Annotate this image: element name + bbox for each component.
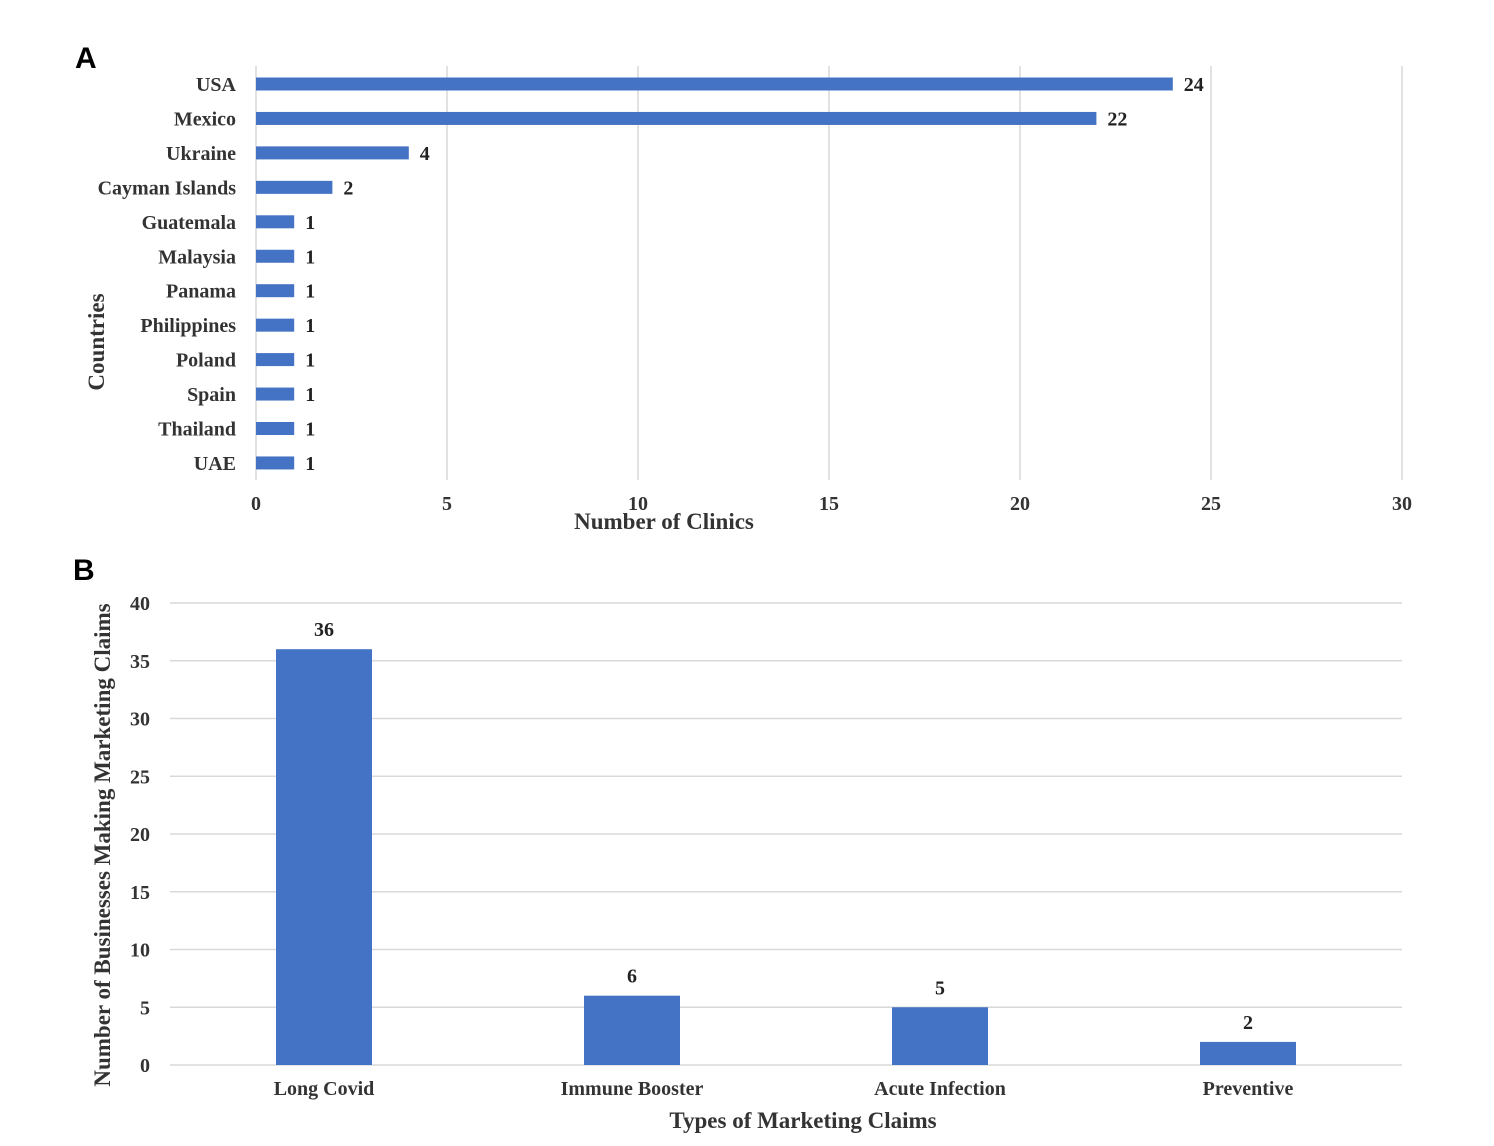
panel-a-category-label: Mexico	[174, 108, 236, 130]
panel-b-letter: B	[73, 554, 95, 587]
panel-a-bar	[256, 353, 295, 367]
panel-a-x-tick-label: 5	[442, 493, 452, 515]
panel-a-data-label: 22	[1107, 108, 1127, 130]
panel-b-y-tick-label: 10	[130, 940, 150, 962]
panel-b-y-tick-label: 20	[130, 824, 150, 846]
panel-a-category-label: Guatemala	[142, 212, 236, 234]
panel-b-y-tick-label: 35	[130, 651, 150, 673]
panel-a-bar	[256, 77, 1173, 91]
panel-a-data-label: 1	[305, 419, 315, 441]
panel-b-y-tick-label: 25	[130, 766, 150, 788]
panel-b-bar	[584, 995, 680, 1065]
panel-a-bar	[256, 422, 295, 435]
panel-a-chart: A 24 22 4 2 1 1 1 1 1 1 1 1 USA Mexico Ukraine Cayman …	[75, 42, 1412, 534]
panel-a-data-label: 4	[420, 143, 430, 165]
panel-a-data-label: 1	[305, 453, 315, 475]
panel-b-data-label: 6	[627, 966, 637, 988]
panel-b-x-axis-title: Types of Marketing Claims	[669, 1108, 936, 1133]
panel-a-category-label: Ukraine	[166, 143, 236, 165]
panel-a-bar	[256, 249, 295, 263]
panel-b-data-label: 2	[1243, 1012, 1253, 1034]
panel-a-data-labels: 24 22 4 2 1 1 1 1 1 1 1 1	[305, 74, 1204, 475]
panel-a-category-label: Poland	[176, 350, 236, 372]
panel-b-chart: B 36 6 5 2 Long Covid Immune Booster Acute In…	[73, 554, 1402, 1133]
panel-a-bar	[256, 284, 295, 298]
panel-a-data-label: 1	[305, 212, 315, 234]
panel-a-data-label: 2	[343, 177, 353, 199]
panel-a-bars	[256, 77, 1173, 470]
panel-a-category-label: Spain	[187, 384, 236, 406]
panel-a-data-label: 1	[305, 315, 315, 337]
panel-a-gridlines	[255, 66, 1403, 480]
panel-a-letter: A	[75, 42, 97, 75]
panel-a-x-tick-label: 0	[251, 493, 261, 515]
panel-a-bar	[256, 318, 295, 332]
panel-a-bar	[256, 456, 295, 470]
panel-b-category-label: Immune Booster	[561, 1078, 704, 1100]
panel-b-y-tick-label: 30	[130, 709, 150, 731]
panel-a-x-tick-label: 20	[1010, 493, 1030, 515]
panel-b-category-label: Preventive	[1203, 1078, 1294, 1100]
panel-a-data-label: 1	[305, 281, 315, 303]
panel-a-data-label: 1	[305, 350, 315, 372]
panel-a-category-label: UAE	[194, 453, 236, 475]
panel-b-gridlines	[170, 602, 1402, 1066]
panel-a-category-label: Thailand	[158, 419, 236, 441]
panel-a-x-axis-title: Number of Clinics	[574, 509, 754, 534]
panel-b-y-tick-label: 15	[130, 882, 150, 904]
panel-b-category-labels: Long Covid Immune Booster Acute Infection P…	[274, 1078, 1294, 1100]
panel-a-bar	[256, 387, 295, 401]
panel-a-x-tick-label: 30	[1392, 493, 1412, 515]
panel-a-category-label: Philippines	[140, 315, 236, 337]
panel-a-bar	[256, 215, 295, 229]
panel-b-category-label: Long Covid	[274, 1078, 375, 1100]
panel-a-y-axis-title: Countries	[84, 293, 109, 390]
panel-b-y-tick-label: 0	[140, 1055, 150, 1077]
panel-a-bar	[256, 180, 333, 194]
panel-a-x-tick-label: 25	[1201, 493, 1221, 515]
panel-a-data-label: 1	[305, 246, 315, 268]
panel-a-category-label: Panama	[166, 281, 236, 303]
panel-a-data-label: 1	[305, 384, 315, 406]
panel-b-data-labels: 36 6 5 2	[314, 619, 1253, 1034]
panel-b-bar	[1200, 1041, 1296, 1065]
panel-a-tick-labels: 0 5 10 15 20 25 30	[251, 493, 1412, 515]
panel-b-data-label: 5	[935, 977, 945, 999]
panel-a-x-tick-label: 10	[628, 493, 648, 515]
panel-a-x-tick-label: 15	[819, 493, 839, 515]
panel-a-data-label: 24	[1184, 74, 1204, 96]
panel-b-y-axis-title: Number of Businesses Making Marketing Cl…	[90, 603, 115, 1086]
panel-a-category-label: USA	[196, 74, 237, 96]
panel-b-bars	[276, 649, 1296, 1065]
panel-a-bar	[256, 146, 409, 160]
panel-a-bar	[256, 111, 1097, 125]
panel-b-category-label: Acute Infection	[874, 1078, 1006, 1100]
panel-b-y-tick-label: 40	[130, 593, 150, 615]
panel-a-category-labels: USA Mexico Ukraine Cayman Islands Guatemala M…	[98, 74, 237, 475]
panel-a-category-label: Cayman Islands	[98, 177, 237, 199]
panel-b-data-label: 36	[314, 619, 334, 641]
panel-a-category-label: Malaysia	[158, 246, 236, 268]
panel-b-tick-labels: 0 5 10 15 20 25 30 35 40	[130, 593, 150, 1077]
panel-b-bar	[276, 649, 372, 1065]
panel-b-y-tick-label: 5	[140, 997, 150, 1019]
panel-b-bar	[892, 1007, 988, 1065]
